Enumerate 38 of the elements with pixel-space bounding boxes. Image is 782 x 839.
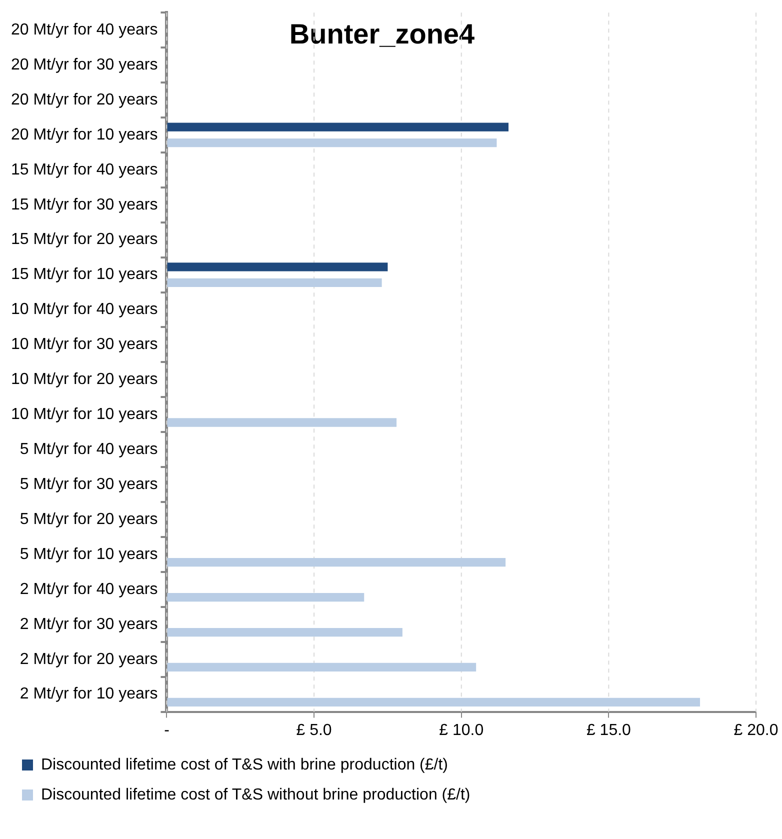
y-tick-label: 2 Mt/yr for 30 years	[20, 616, 158, 633]
y-tick-label: 15 Mt/yr for 40 years	[11, 161, 158, 178]
y-tick-label: 10 Mt/yr for 10 years	[11, 406, 158, 424]
bar	[167, 662, 476, 672]
y-tick-label: 15 Mt/yr for 10 years	[11, 266, 158, 284]
y-tick-label: 20 Mt/yr for 40 years	[11, 21, 158, 38]
legend-label: Discounted lifetime cost of T&S without brine production (£/t)	[41, 786, 470, 804]
y-tick-label: 20 Mt/yr for 20 years	[11, 91, 158, 108]
bar	[167, 418, 397, 427]
y-tick-label: 5 Mt/yr for 30 years	[20, 476, 158, 493]
bar	[167, 592, 364, 602]
x-tick-label: £ 20.0	[734, 722, 778, 739]
y-tick-label: 2 Mt/yr for 20 years	[20, 650, 158, 668]
chart-title: Bunter_zone4	[289, 18, 475, 50]
y-tick-label: 2 Mt/yr for 10 years	[20, 686, 158, 703]
y-tick-label: 10 Mt/yr for 40 years	[11, 301, 158, 318]
bar	[167, 278, 382, 287]
x-tick-label: -	[164, 722, 170, 739]
y-tick-label: 2 Mt/yr for 40 years	[20, 580, 158, 598]
bar	[167, 558, 506, 567]
y-tick-label: 20 Mt/yr for 10 years	[11, 126, 158, 144]
bar	[167, 698, 700, 707]
y-tick-label: 15 Mt/yr for 20 years	[11, 231, 158, 248]
bar	[167, 138, 497, 148]
bar	[167, 122, 508, 132]
x-tick-label: £ 15.0	[586, 722, 632, 739]
y-tick-label: 10 Mt/yr for 20 years	[11, 371, 158, 388]
y-tick-label: 5 Mt/yr for 10 years	[20, 546, 158, 563]
y-tick-label: 5 Mt/yr for 40 years	[20, 441, 158, 458]
x-tick-label: £ 5.0	[296, 722, 332, 739]
y-tick-label: 20 Mt/yr for 30 years	[11, 56, 158, 74]
x-tick-label: £ 10.0	[439, 722, 484, 739]
legend-label: Discounted lifetime cost of T&S with brine production (£/t)	[41, 756, 448, 774]
bar	[167, 628, 402, 637]
y-tick-label: 15 Mt/yr for 30 years	[11, 196, 158, 214]
bar	[167, 262, 388, 272]
y-tick-label: 10 Mt/yr for 30 years	[11, 336, 158, 354]
y-tick-label: 5 Mt/yr for 20 years	[20, 510, 158, 528]
